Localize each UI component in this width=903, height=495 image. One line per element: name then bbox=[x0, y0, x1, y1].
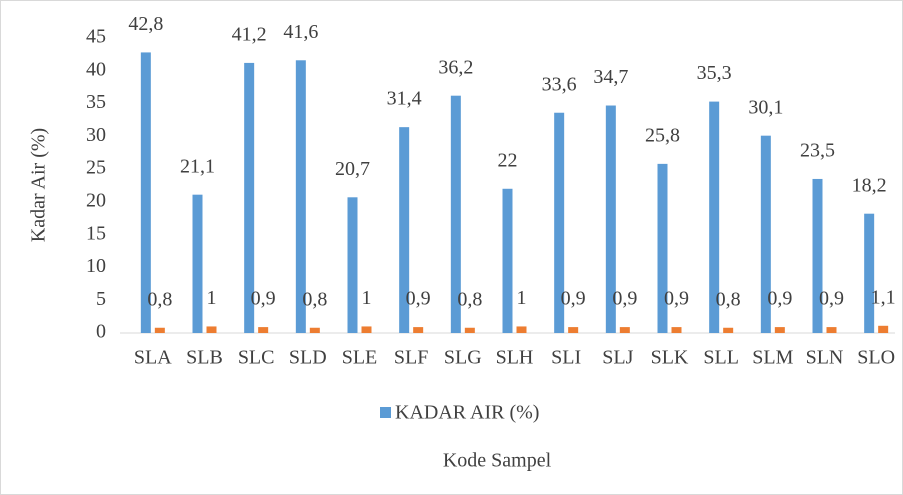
y-tick-label: 40 bbox=[86, 58, 106, 80]
y-tick-label: 15 bbox=[86, 222, 106, 244]
x-tick-label: SLE bbox=[342, 347, 378, 369]
bar bbox=[192, 194, 203, 333]
data-label: 1 bbox=[517, 287, 527, 309]
data-label: 0,8 bbox=[457, 288, 482, 310]
data-label: 0,9 bbox=[664, 288, 689, 310]
bar bbox=[154, 327, 165, 333]
bar bbox=[554, 112, 565, 333]
data-label: 23,5 bbox=[800, 140, 835, 162]
y-tick-label: 30 bbox=[86, 124, 106, 146]
data-label: 0,9 bbox=[612, 288, 637, 310]
data-label: 34,7 bbox=[593, 66, 628, 88]
bar bbox=[826, 327, 837, 333]
y-tick-label: 10 bbox=[86, 255, 106, 277]
bar bbox=[619, 327, 630, 333]
data-label: 0,8 bbox=[716, 288, 741, 310]
bar bbox=[657, 163, 668, 333]
x-tick-label: SLI bbox=[551, 347, 581, 369]
x-tick-label: SLN bbox=[806, 347, 844, 369]
y-tick-label: 25 bbox=[86, 157, 106, 179]
x-tick-label: SLB bbox=[186, 347, 223, 369]
x-tick-label: SLJ bbox=[602, 347, 633, 369]
bar bbox=[774, 327, 785, 333]
data-label: 25,8 bbox=[645, 124, 680, 146]
legend-label: KADAR AIR (%) bbox=[395, 402, 539, 424]
x-tick-label: SLD bbox=[289, 347, 327, 369]
y-tick-label: 20 bbox=[86, 189, 106, 211]
bar bbox=[516, 326, 527, 333]
bar bbox=[450, 95, 461, 333]
x-tick-label: SLH bbox=[496, 347, 534, 369]
x-tick-label: SLG bbox=[444, 347, 482, 369]
bar bbox=[309, 327, 320, 333]
bar bbox=[502, 188, 513, 333]
data-label: 35,3 bbox=[697, 62, 732, 84]
bar bbox=[140, 52, 151, 334]
bar bbox=[709, 101, 720, 333]
bar bbox=[760, 135, 771, 333]
x-tick-label: SLA bbox=[134, 347, 172, 369]
y-axis-title: Kadar Air (%) bbox=[28, 128, 50, 242]
y-tick-label: 0 bbox=[96, 321, 106, 343]
bar bbox=[605, 105, 616, 334]
bar bbox=[244, 62, 255, 334]
data-label: 41,2 bbox=[232, 24, 267, 46]
x-tick-label: SLK bbox=[651, 347, 689, 369]
y-tick-label: 35 bbox=[86, 91, 106, 113]
data-label: 1,1 bbox=[871, 286, 896, 308]
y-tick-label: 5 bbox=[96, 288, 106, 310]
y-tick-label: 45 bbox=[86, 26, 106, 48]
bar bbox=[723, 327, 734, 333]
data-label: 33,6 bbox=[542, 73, 577, 95]
data-label: 0,9 bbox=[561, 288, 586, 310]
x-tick-label: SLC bbox=[238, 347, 275, 369]
data-label: 0,8 bbox=[302, 288, 327, 310]
bar bbox=[878, 325, 889, 333]
x-tick-label: SLF bbox=[394, 347, 428, 369]
legend-swatch bbox=[380, 407, 391, 418]
data-label: 22 bbox=[498, 149, 518, 171]
data-label: 30,1 bbox=[748, 96, 783, 118]
data-label: 31,4 bbox=[387, 88, 422, 110]
data-label: 1 bbox=[362, 287, 372, 309]
data-label: 18,2 bbox=[852, 174, 887, 196]
data-label: 41,6 bbox=[283, 21, 318, 43]
data-label: 0,9 bbox=[406, 288, 431, 310]
bar bbox=[568, 327, 579, 333]
bar bbox=[361, 326, 372, 333]
bar bbox=[864, 213, 875, 333]
bar bbox=[399, 127, 410, 334]
data-label: 20,7 bbox=[335, 158, 370, 180]
bar bbox=[295, 60, 306, 334]
data-label: 21,1 bbox=[180, 155, 215, 177]
bar bbox=[812, 178, 823, 333]
x-tick-label: SLM bbox=[752, 347, 793, 369]
bar bbox=[347, 197, 358, 333]
bar bbox=[413, 327, 424, 333]
data-label: 0,9 bbox=[819, 288, 844, 310]
data-label: 36,2 bbox=[438, 56, 473, 78]
x-tick-label: SLL bbox=[703, 347, 739, 369]
x-tick-label: SLO bbox=[857, 347, 895, 369]
data-label: 42,8 bbox=[128, 13, 163, 35]
bar bbox=[258, 327, 269, 333]
bar bbox=[464, 327, 475, 333]
bar bbox=[671, 327, 682, 333]
data-label: 0,9 bbox=[767, 288, 792, 310]
data-label: 0,9 bbox=[251, 288, 276, 310]
x-axis-title: Kode Sampel bbox=[443, 450, 552, 472]
data-label: 0,8 bbox=[147, 288, 172, 310]
data-label: 1 bbox=[207, 287, 217, 309]
bar bbox=[206, 326, 217, 333]
